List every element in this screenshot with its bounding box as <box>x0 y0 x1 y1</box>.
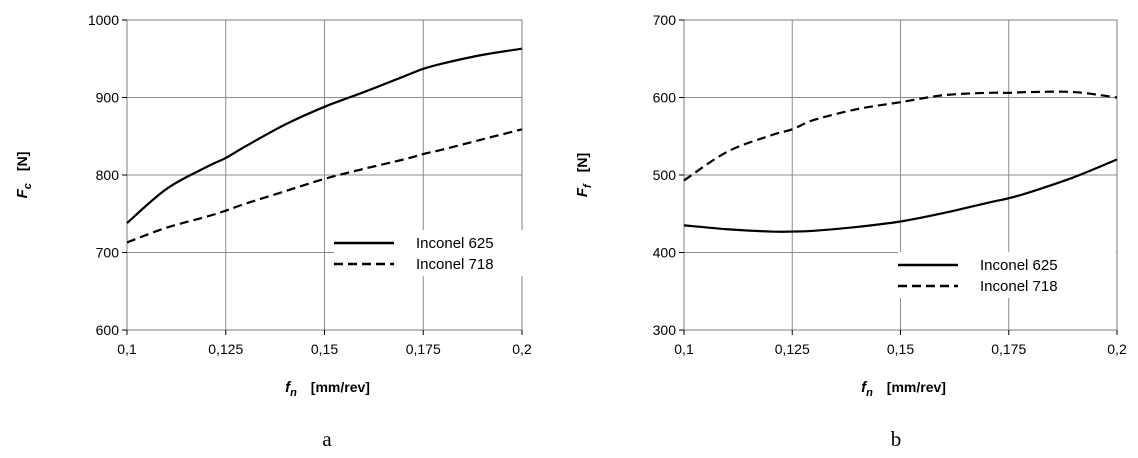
series-line-inconel-718 <box>683 90 1118 182</box>
y-tick-label: 400 <box>653 245 677 261</box>
legend-label: Inconel 718 <box>416 256 494 273</box>
x-tick-label: 0,15 <box>887 341 914 357</box>
y-axis-subscript: f <box>582 183 594 188</box>
series-line-inconel-625 <box>126 47 523 224</box>
x-axis-title: fn [mm/rev] <box>861 379 946 399</box>
y-tick-label: 900 <box>96 90 120 106</box>
x-tick-label: 0,125 <box>775 341 810 357</box>
legend-label: Inconel 625 <box>416 235 494 252</box>
y-tick-label: 1000 <box>88 12 119 28</box>
x-tick-label: 0,175 <box>406 341 441 357</box>
legend-label: Inconel 625 <box>980 257 1058 274</box>
y-axis-variable: F <box>14 188 31 198</box>
series-line-inconel-718 <box>126 128 523 244</box>
y-tick-label: 700 <box>96 245 120 261</box>
x-tick-label: 0,125 <box>208 341 243 357</box>
x-axis-variable: f <box>861 379 868 396</box>
y-axis-unit: [N] <box>14 152 30 171</box>
x-axis-subscript: n <box>866 387 873 399</box>
y-axis-variable: F <box>574 187 591 197</box>
y-tick-label: 500 <box>653 167 677 183</box>
y-tick-label: 600 <box>653 90 677 106</box>
series-line-inconel-625 <box>683 158 1118 233</box>
y-axis-title: Ff [N] <box>574 153 594 197</box>
x-tick-label: 0,1 <box>674 341 694 357</box>
x-axis-variable: f <box>285 379 292 396</box>
chart-panel-a: 600 700 800 900 1000 0,1 0,125 0,15 0,175 0,2 fn [m… <box>14 12 532 451</box>
panel-caption: b <box>891 427 902 451</box>
legend-label: Inconel 718 <box>980 278 1058 295</box>
y-tick-label: 600 <box>96 322 120 338</box>
y-axis-title: Fc [N] <box>14 152 34 199</box>
panel-caption: a <box>322 427 332 451</box>
x-tick-label: 0,15 <box>311 341 338 357</box>
x-axis-title: fn [mm/rev] <box>285 379 370 399</box>
y-axis-unit: [N] <box>574 153 590 172</box>
x-tick-label: 0,1 <box>117 341 137 357</box>
x-tick-label: 0,175 <box>991 341 1026 357</box>
y-tick-label: 700 <box>653 12 677 28</box>
legend-box <box>334 230 524 276</box>
x-axis-unit: [mm/rev] <box>311 379 370 395</box>
x-tick-label: 0,2 <box>512 341 532 357</box>
y-tick-label: 300 <box>653 322 677 338</box>
x-axis-subscript: n <box>290 387 297 399</box>
x-axis-unit: [mm/rev] <box>887 379 946 395</box>
x-tick-label: 0,2 <box>1107 341 1127 357</box>
legend-box <box>898 252 1116 298</box>
y-axis-subscript: c <box>22 183 34 189</box>
y-tick-label: 800 <box>96 167 120 183</box>
